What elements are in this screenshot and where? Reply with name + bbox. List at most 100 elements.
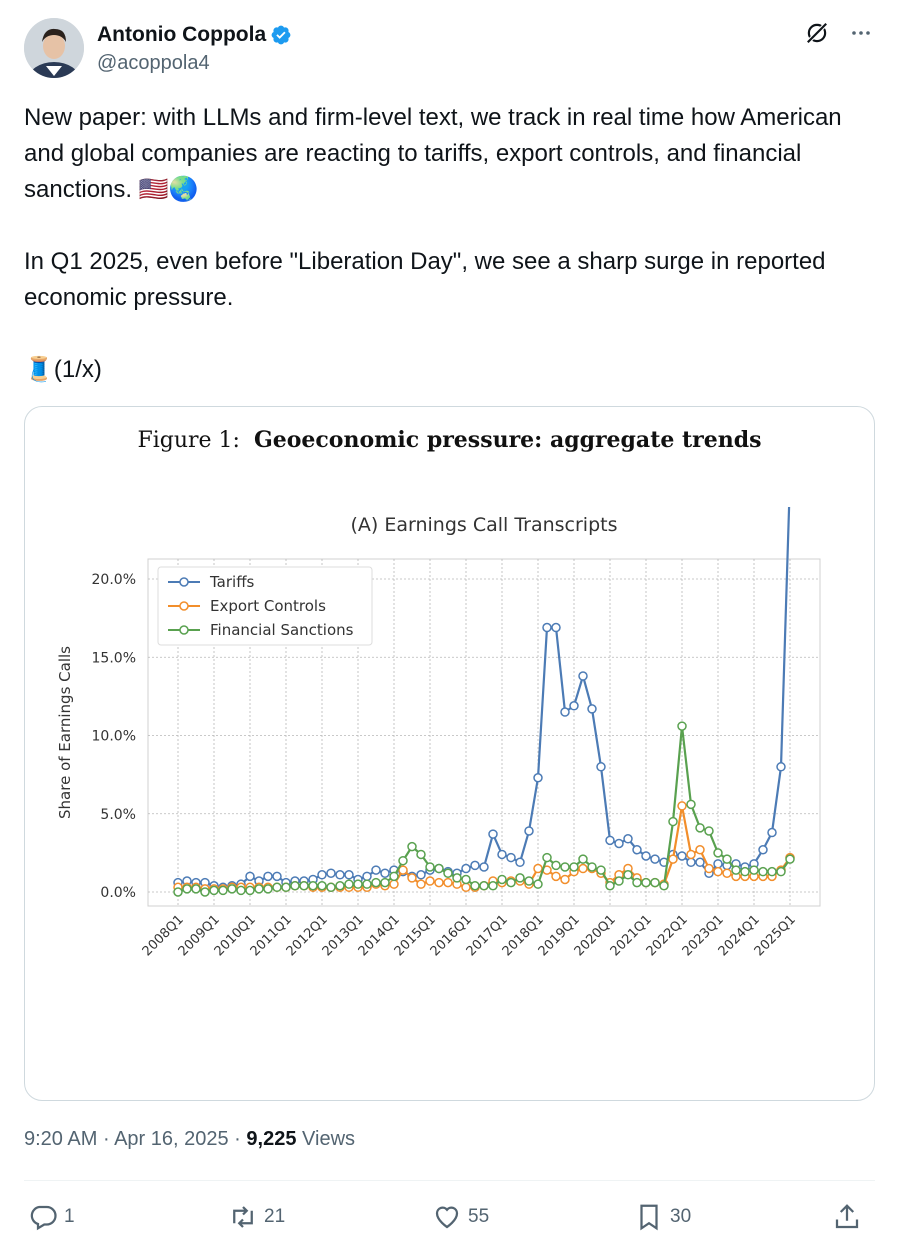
data-point [452, 873, 462, 883]
data-point [191, 884, 201, 894]
data-point [650, 854, 660, 864]
data-point [578, 854, 588, 864]
data-point [641, 877, 651, 888]
data-point [740, 866, 750, 877]
data-point [398, 855, 408, 866]
tweet-time[interactable]: 9:20 AM [24, 1128, 98, 1150]
tweet-paragraph-3: 🧵(1/x) [24, 356, 102, 383]
share-button[interactable] [832, 1202, 862, 1232]
data-point [326, 868, 336, 878]
y-tick-label: 10.0% [92, 729, 136, 745]
data-point [641, 851, 651, 861]
data-point [605, 835, 615, 846]
data-point [335, 880, 345, 891]
data-point [713, 866, 723, 877]
data-point [227, 884, 237, 894]
tweet-date[interactable]: Apr 16, 2025 [114, 1128, 229, 1150]
data-point [263, 871, 273, 882]
divider [24, 1180, 875, 1181]
tweet-paragraph-1: New paper: with LLMs and firm-level text… [24, 104, 842, 203]
data-point [236, 885, 246, 896]
data-point [551, 860, 561, 871]
more-icon[interactable] [848, 20, 874, 46]
data-point [533, 863, 543, 874]
data-point [407, 873, 417, 883]
data-point [461, 863, 471, 874]
meta-separator: · [234, 1128, 241, 1150]
data-point [470, 880, 480, 891]
meta-separator: · [102, 1128, 110, 1150]
data-point [371, 865, 381, 875]
repost-button[interactable]: 21 [228, 1202, 285, 1232]
reply-count: 1 [64, 1206, 75, 1227]
data-point [569, 701, 579, 711]
data-point [776, 866, 786, 877]
tweet-header: Antonio Coppola @acoppola4 [24, 18, 874, 82]
tweet-paragraph-2: In Q1 2025, even before "Liberation Day"… [24, 248, 826, 311]
bookmark-count: 30 [670, 1206, 692, 1227]
data-point [479, 880, 489, 891]
bookmark-icon [640, 1204, 658, 1231]
data-point [272, 882, 282, 893]
data-point [533, 879, 543, 889]
bookmark-button[interactable]: 30 [634, 1202, 691, 1232]
data-point [344, 879, 354, 889]
data-point [479, 862, 489, 872]
legend-marker [179, 625, 189, 635]
data-point [632, 877, 642, 888]
data-point [398, 865, 408, 875]
chart-title: (A) Earnings Call Transcripts [350, 514, 617, 536]
data-point [416, 870, 426, 880]
data-point [551, 622, 561, 633]
data-point [488, 829, 498, 839]
data-point [434, 877, 444, 888]
data-point [776, 762, 786, 772]
data-point [524, 876, 534, 886]
author-name[interactable]: Antonio Coppola [97, 23, 267, 46]
data-point [785, 854, 795, 864]
legend-marker [179, 577, 189, 587]
avatar[interactable] [24, 18, 84, 78]
repost-icon [233, 1206, 253, 1228]
legend-label: Tariffs [209, 573, 255, 591]
data-point [416, 849, 426, 860]
share-icon [835, 1204, 859, 1229]
data-point [389, 871, 399, 882]
data-point [569, 862, 579, 872]
reply-button[interactable]: 1 [28, 1202, 75, 1232]
media-image[interactable]: Figure 1: Geoeconomic pressure: aggregat… [24, 406, 875, 1101]
repost-count: 21 [264, 1206, 286, 1227]
data-point [407, 841, 417, 852]
data-point [353, 879, 363, 889]
data-point [380, 868, 390, 878]
legend-label: Financial Sanctions [210, 621, 354, 639]
data-point [461, 882, 471, 893]
figure-title: Figure 1: Geoeconomic pressure: aggregat… [25, 427, 874, 453]
data-point [605, 880, 615, 891]
heart-icon [435, 1206, 459, 1229]
data-point [578, 671, 588, 681]
data-point [587, 704, 597, 714]
data-point [326, 882, 336, 893]
data-point [416, 879, 426, 889]
data-point [560, 874, 570, 885]
author-handle[interactable]: @acoppola4 [97, 52, 210, 74]
data-point [461, 874, 471, 885]
like-button[interactable]: 55 [432, 1202, 489, 1232]
data-point [623, 834, 633, 844]
data-point [272, 871, 282, 882]
data-point [515, 873, 525, 883]
y-tick-label: 25.0% [92, 507, 136, 510]
figure-title-text: Geoeconomic pressure: aggregate trends [253, 427, 762, 453]
grok-icon[interactable] [804, 20, 830, 46]
data-point [623, 870, 633, 880]
data-point [281, 882, 291, 893]
data-point [713, 859, 723, 869]
data-point [488, 880, 498, 891]
line-chart: (A) Earnings Call Transcripts2008Q12009Q… [56, 507, 821, 959]
data-point [245, 885, 255, 896]
data-point [677, 721, 687, 731]
tweet-meta: 9:20 AM · Apr 16, 2025 · 9,225 Views [24, 1128, 355, 1151]
data-point [308, 880, 318, 891]
data-point [497, 874, 507, 885]
